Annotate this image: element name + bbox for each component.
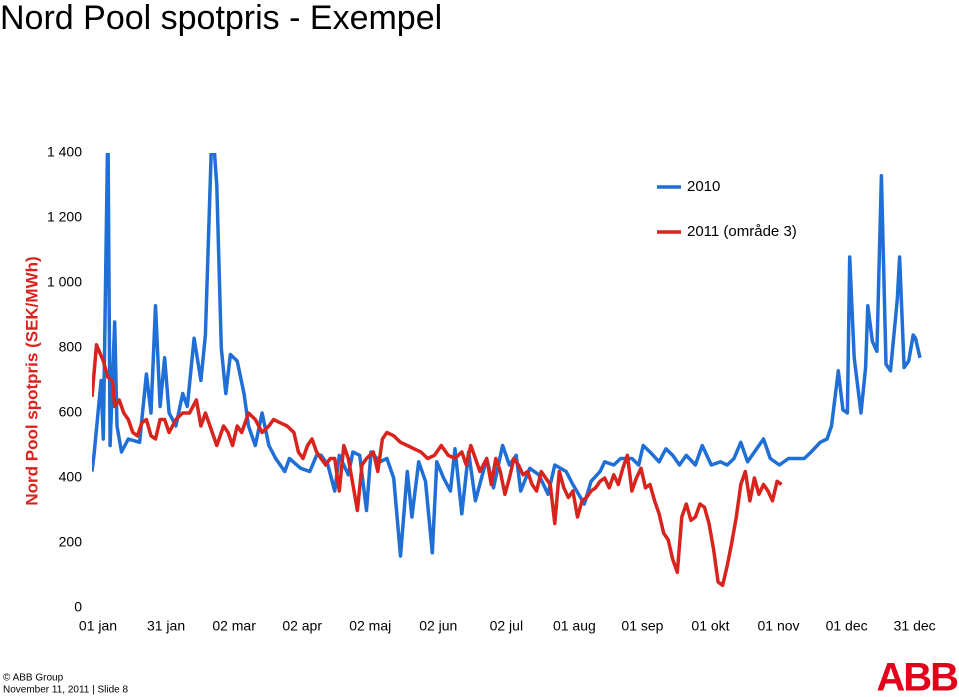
legend-label: 2010 — [687, 178, 720, 195]
y-tick-label: 1 000 — [47, 274, 82, 290]
logo: ABB — [876, 656, 958, 697]
x-tick-label: 01 dec — [826, 618, 868, 634]
x-tick-label: 02 jul — [490, 618, 523, 634]
y-tick-label: 400 — [59, 469, 83, 485]
x-tick-label: 02 maj — [349, 618, 391, 634]
slide-title: Nord Pool spotpris - Exempel — [0, 0, 442, 37]
x-tick-label: 01 aug — [553, 618, 596, 634]
x-tick-label: 02 apr — [282, 618, 322, 634]
y-axis-label: Nord Pool spotpris (SEK/MWh) — [22, 256, 41, 505]
copyright: © ABB Group — [3, 673, 64, 684]
y-tick-label: 800 — [59, 339, 83, 355]
footer-date: November 11, 2011 | Slide 8 — [3, 685, 129, 696]
y-tick-label: 200 — [59, 534, 83, 550]
x-tick-label: 02 jun — [419, 618, 457, 634]
plot-area — [92, 153, 922, 588]
y-tick-label: 600 — [59, 404, 83, 420]
x-tick-label: 01 okt — [691, 618, 729, 634]
x-tick-label: 01 nov — [758, 618, 800, 634]
legend-label: 2011 (område 3) — [687, 223, 797, 240]
y-tick-label: 0 — [74, 599, 82, 615]
x-tick-label: 02 mar — [212, 618, 256, 634]
y-tick-label: 1 200 — [47, 209, 82, 225]
series-line — [92, 343, 783, 588]
x-tick-label: 01 jan — [79, 618, 117, 634]
x-tick-label: 31 jan — [147, 618, 185, 634]
x-tick-label: 01 sep — [621, 618, 663, 634]
x-tick-label: 31 dec — [894, 618, 936, 634]
y-tick-label: 1 400 — [47, 144, 82, 160]
